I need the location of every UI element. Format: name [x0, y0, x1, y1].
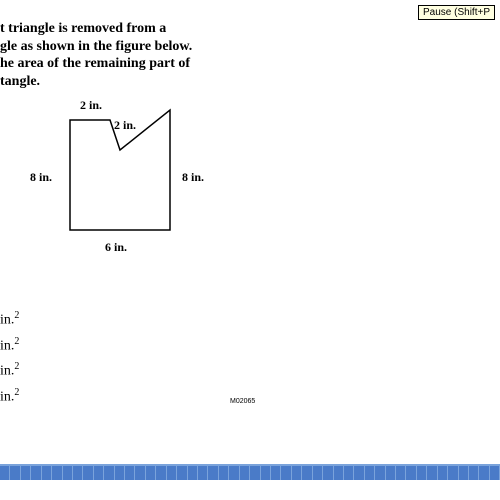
timeline-tick	[292, 464, 302, 480]
timeline-tick	[459, 464, 469, 480]
timeline-tick	[271, 464, 281, 480]
timeline-tick	[104, 464, 114, 480]
timeline-tick	[354, 464, 364, 480]
timeline-tick	[42, 464, 52, 480]
timeline-tick	[115, 464, 125, 480]
timeline-tick	[479, 464, 489, 480]
answer-d[interactable]: in.2	[0, 387, 19, 406]
timeline-tick	[323, 464, 333, 480]
answer-b[interactable]: in.2	[0, 336, 19, 355]
label-right: 8 in.	[182, 170, 204, 185]
timeline-tick	[83, 464, 93, 480]
timeline-tick	[73, 464, 83, 480]
timeline-tick	[438, 464, 448, 480]
timeline-tick	[427, 464, 437, 480]
timeline-tick	[261, 464, 271, 480]
timeline-tick	[94, 464, 104, 480]
timeline-tick	[417, 464, 427, 480]
timeline-tick	[302, 464, 312, 480]
label-bottom: 6 in.	[105, 240, 127, 255]
q-line4: tangle.	[0, 74, 40, 89]
footer-id: M02065	[230, 398, 255, 405]
q-line1: t triangle is removed from a	[0, 21, 166, 36]
timeline-tick	[0, 464, 10, 480]
timeline-tick	[469, 464, 479, 480]
figure: 2 in. 2 in. 8 in. 8 in. 6 in.	[50, 100, 230, 270]
q-line2: gle as shown in the figure below.	[0, 39, 192, 54]
timeline-tick	[156, 464, 166, 480]
timeline-tick	[21, 464, 31, 480]
timeline-tick	[281, 464, 291, 480]
pause-tooltip: Pause (Shift+P	[418, 5, 495, 20]
question-text: t triangle is removed from a gle as show…	[0, 20, 260, 90]
timeline-tick	[365, 464, 375, 480]
q-line3: he area of the remaining part of	[0, 56, 190, 71]
timeline-tick	[219, 464, 229, 480]
timeline-tick	[448, 464, 458, 480]
timeline-tick	[344, 464, 354, 480]
answer-a[interactable]: in.2	[0, 310, 19, 329]
timeline-tick	[313, 464, 323, 480]
timeline-tick	[177, 464, 187, 480]
timeline-tick	[167, 464, 177, 480]
timeline-tick	[240, 464, 250, 480]
timeline-tick	[396, 464, 406, 480]
timeline-tick	[188, 464, 198, 480]
label-notch: 2 in.	[114, 118, 136, 133]
timeline-tick	[198, 464, 208, 480]
timeline-tick	[125, 464, 135, 480]
timeline-tick	[229, 464, 239, 480]
timeline-tick	[10, 464, 20, 480]
timeline-tick	[146, 464, 156, 480]
video-timeline[interactable]	[0, 464, 500, 480]
timeline-tick	[386, 464, 396, 480]
timeline-tick	[250, 464, 260, 480]
timeline-tick	[31, 464, 41, 480]
label-top: 2 in.	[80, 98, 102, 113]
timeline-tick	[208, 464, 218, 480]
timeline-tick	[135, 464, 145, 480]
timeline-tick	[406, 464, 416, 480]
label-left: 8 in.	[30, 170, 52, 185]
timeline-tick	[375, 464, 385, 480]
timeline-tick	[334, 464, 344, 480]
answer-list: in.2 in.2 in.2 in.2	[0, 310, 19, 413]
timeline-tick	[490, 464, 500, 480]
timeline-tick	[63, 464, 73, 480]
answer-c[interactable]: in.2	[0, 361, 19, 380]
timeline-tick	[52, 464, 62, 480]
